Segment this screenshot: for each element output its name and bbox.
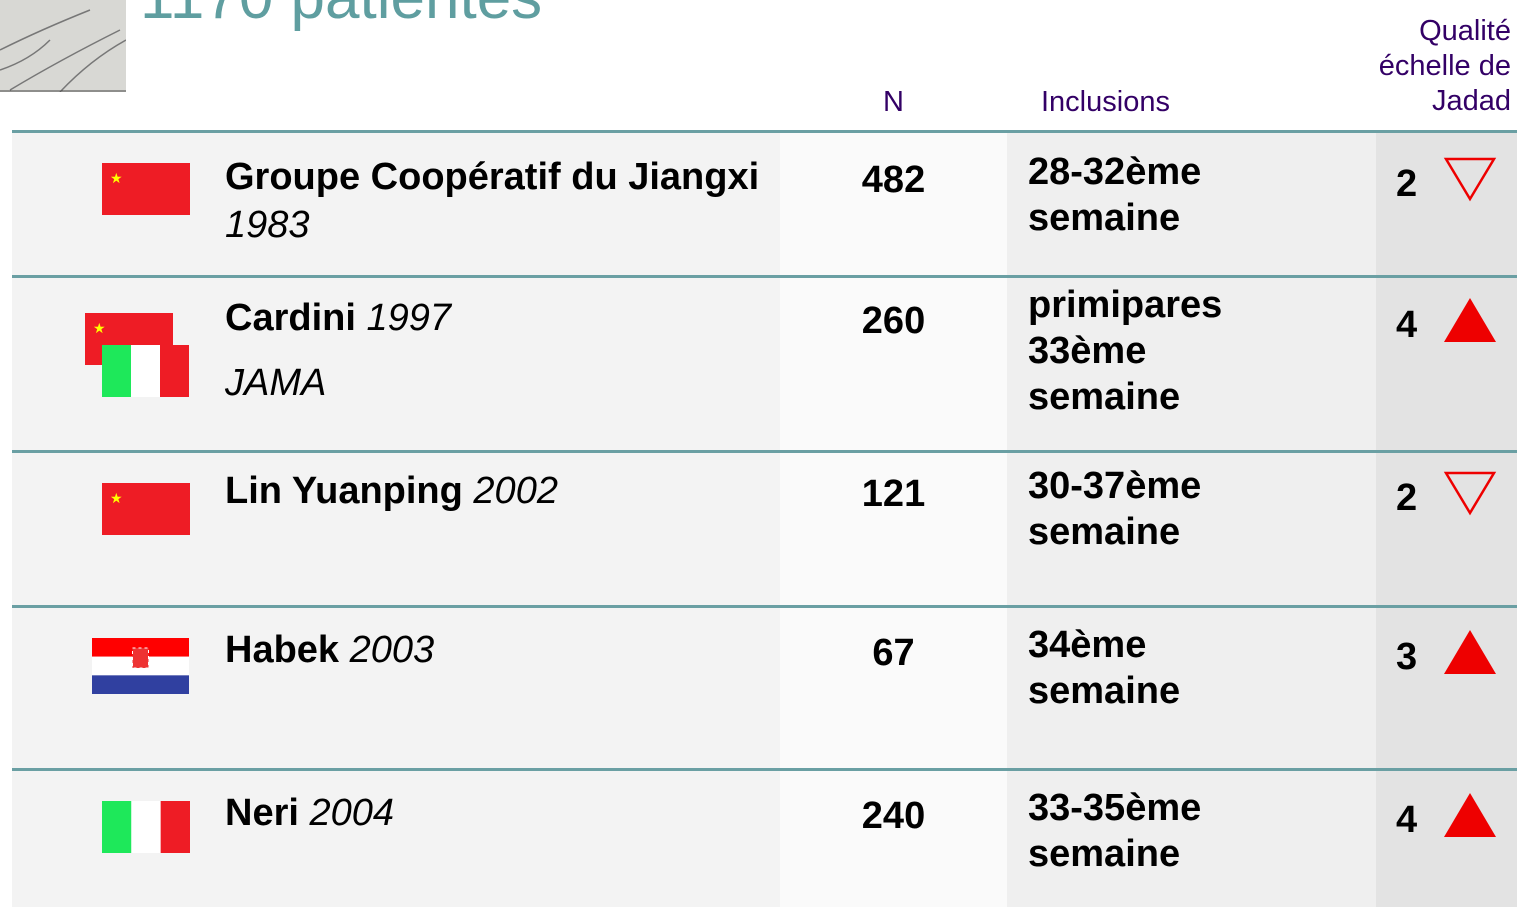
inclusion-line: 28-32ème — [1028, 149, 1201, 195]
header-quality-line: Jadad — [1379, 84, 1511, 119]
journal: JAMA — [225, 359, 765, 407]
inclusion-line: primipares — [1028, 282, 1222, 328]
study-name: Neri 2004 — [225, 789, 765, 837]
header-quality-line: échelle de — [1379, 49, 1511, 84]
flags: ★ — [12, 453, 212, 593]
inclusion-line: 34ème — [1028, 622, 1180, 668]
n-column-bg — [780, 133, 1007, 275]
header-n: N — [780, 86, 1007, 119]
year: 2002 — [473, 470, 558, 512]
jadad-score: 2 — [1396, 477, 1417, 520]
flag-china: ★ — [102, 483, 190, 535]
year: 2003 — [350, 629, 435, 671]
flags — [12, 608, 212, 748]
n-value: 67 — [780, 632, 1007, 675]
logo-sketch — [0, 0, 126, 92]
header-inclusions: Inclusions — [1041, 86, 1170, 119]
year: 1997 — [366, 297, 451, 339]
flag-china: ★ — [102, 163, 190, 215]
author: Lin Yuanping — [225, 470, 463, 512]
author: Cardini — [225, 297, 356, 339]
year: 1983 — [225, 204, 310, 246]
slide-title: 1170 patientes — [140, 0, 542, 33]
n-value: 121 — [780, 473, 1007, 516]
jadad-score: 3 — [1396, 636, 1417, 679]
flag-croatia — [92, 638, 189, 694]
inclusion-line: semaine — [1028, 668, 1180, 714]
inclusion-line: 33-35ème — [1028, 785, 1201, 831]
inclusion-line: semaine — [1028, 509, 1201, 555]
svg-text:★: ★ — [93, 320, 106, 336]
inclusion-line: semaine — [1028, 831, 1201, 877]
inclusion-line: semaine — [1028, 374, 1222, 420]
inclusion-line: semaine — [1028, 195, 1201, 241]
inclusion-line: 33ème — [1028, 328, 1222, 374]
slide: {"header": {"title": "1170 patientes", "… — [0, 0, 1517, 907]
header-quality-line: Qualité — [1379, 14, 1511, 49]
flags: ★ — [12, 133, 212, 273]
table-row: ★ Groupe Coopératif du Jiangxi 1983 482 28-… — [12, 130, 1517, 275]
quality-triangle — [1442, 791, 1498, 841]
flag-italy — [102, 801, 190, 853]
flags — [12, 771, 212, 911]
flag-italy — [102, 345, 189, 397]
n-value: 240 — [780, 795, 1007, 838]
author: Habek — [225, 629, 339, 671]
study-name: Habek 2003 — [225, 626, 765, 674]
n-value: 260 — [780, 300, 1007, 343]
study-name: Cardini 1997 JAMA — [225, 294, 765, 407]
author: Neri — [225, 792, 299, 834]
flags: ★ — [12, 278, 212, 418]
jadad-score: 4 — [1396, 304, 1417, 347]
quality-triangle — [1442, 469, 1498, 519]
quality-triangle — [1442, 628, 1498, 678]
study-name: Lin Yuanping 2002 — [225, 467, 765, 515]
svg-text:★: ★ — [110, 490, 123, 506]
n-column-bg — [780, 771, 1007, 907]
jadad-score: 2 — [1396, 163, 1417, 206]
study-name: Groupe Coopératif du Jiangxi 1983 — [225, 153, 765, 249]
year: 2004 — [309, 792, 394, 834]
author: Groupe Coopératif du Jiangxi — [225, 156, 759, 198]
svg-text:★: ★ — [110, 170, 123, 186]
quality-triangle — [1442, 296, 1498, 346]
inclusion-line: 30-37ème — [1028, 463, 1201, 509]
n-value: 482 — [780, 159, 1007, 202]
jadad-score: 4 — [1396, 799, 1417, 842]
quality-triangle — [1442, 155, 1498, 205]
